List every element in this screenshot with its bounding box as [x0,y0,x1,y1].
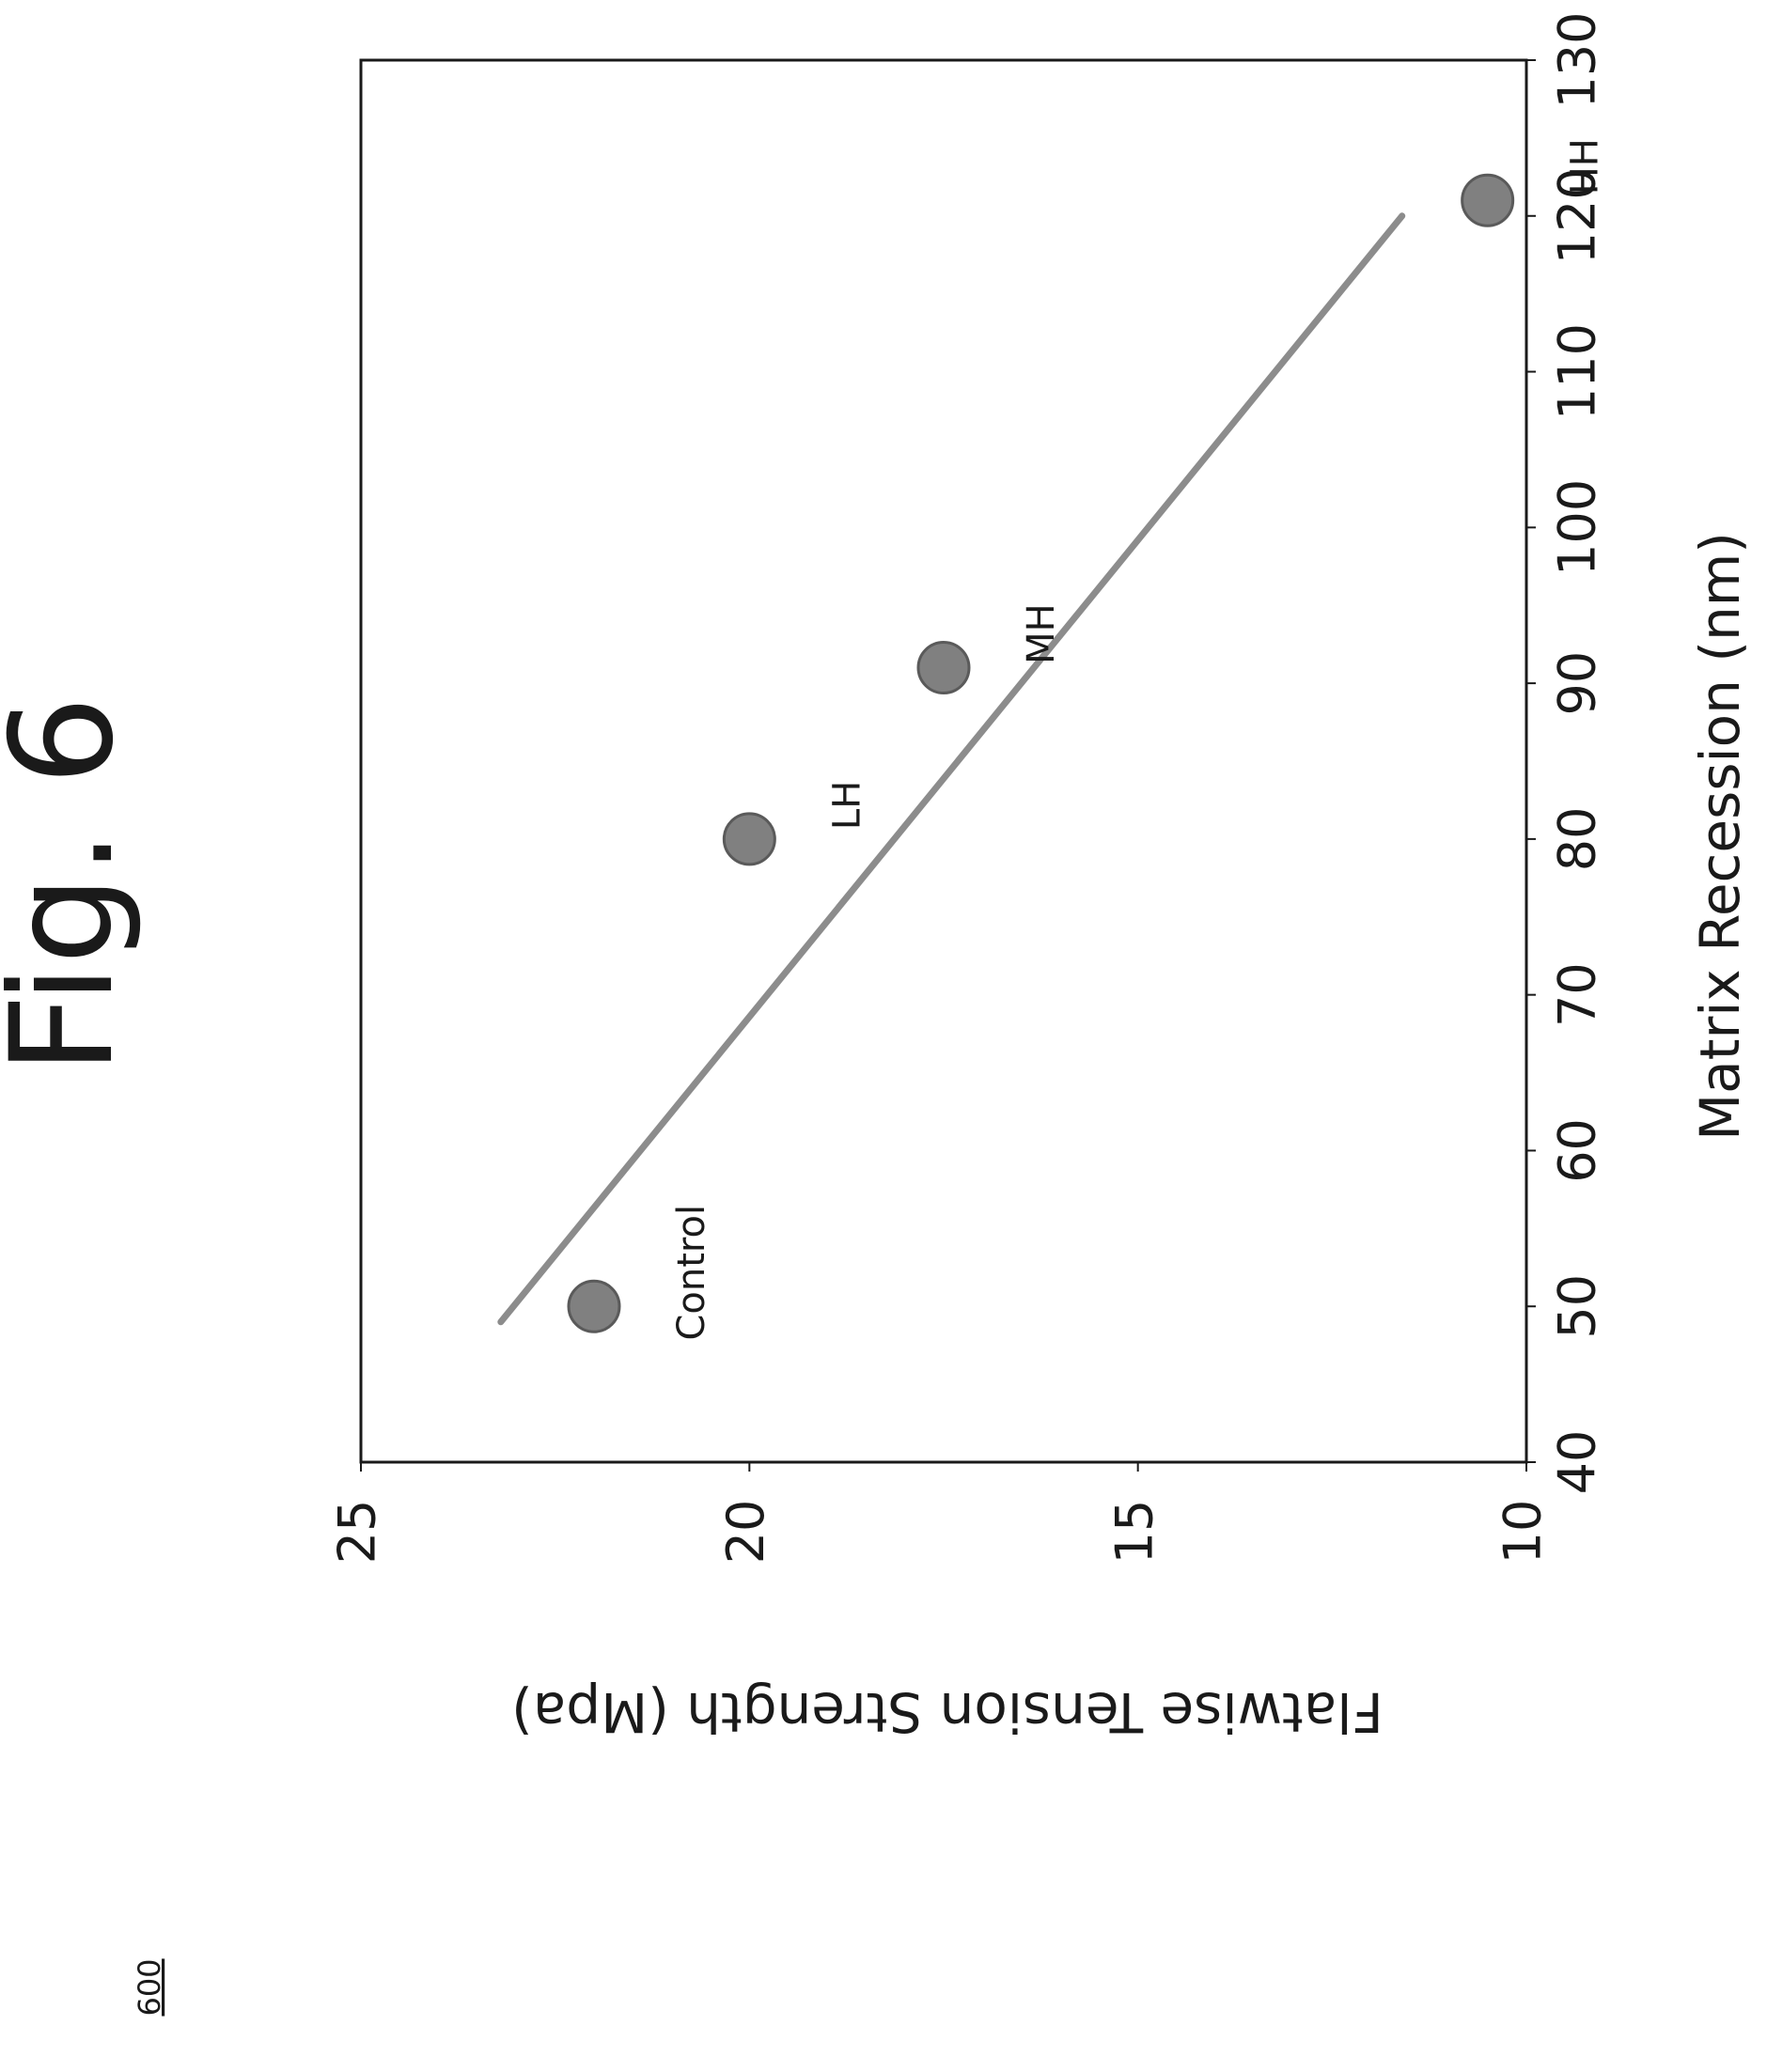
data-point-label: Control [670,1205,713,1341]
x-axis-label: Matrix Recession (nm) [1688,532,1752,1141]
plot-frame [359,58,1528,1464]
reference-numeral: 600 [132,1958,167,2016]
y-tick-label: 15 [1104,1500,1164,1565]
y-tick-label: 10 [1493,1500,1553,1565]
data-point [567,1279,621,1333]
x-tick-label: 130 [1548,11,1607,108]
x-tick-label: 70 [1548,962,1607,1027]
trendline [497,212,1406,1326]
data-point-label: MH [1020,603,1063,664]
x-tick-label: 100 [1548,479,1607,576]
data-point-label: LH [825,781,868,830]
plot-area: 40 50 60 70 80 90 100 110 120 130 10 15 20 25 Matrix R… [328,11,1752,1743]
data-point [722,812,776,866]
data-point-label: HH [1564,138,1607,195]
data-point [916,641,971,695]
y-tick-label: 20 [716,1500,775,1565]
figure-title: Fig. 6 [0,695,145,1074]
y-axis-label: Flatwise Tension Strength (Mpa) [511,1680,1384,1744]
x-tick-label: 80 [1548,807,1607,872]
y-tick-label: 25 [328,1500,387,1565]
x-tick-label: 120 [1548,167,1607,264]
x-tick-label: 110 [1548,323,1607,420]
x-tick-label: 50 [1548,1274,1607,1339]
x-tick-label: 60 [1548,1118,1607,1183]
data-point [1461,173,1515,227]
x-tick-label: 90 [1548,651,1607,716]
x-tick-label: 40 [1548,1430,1607,1495]
